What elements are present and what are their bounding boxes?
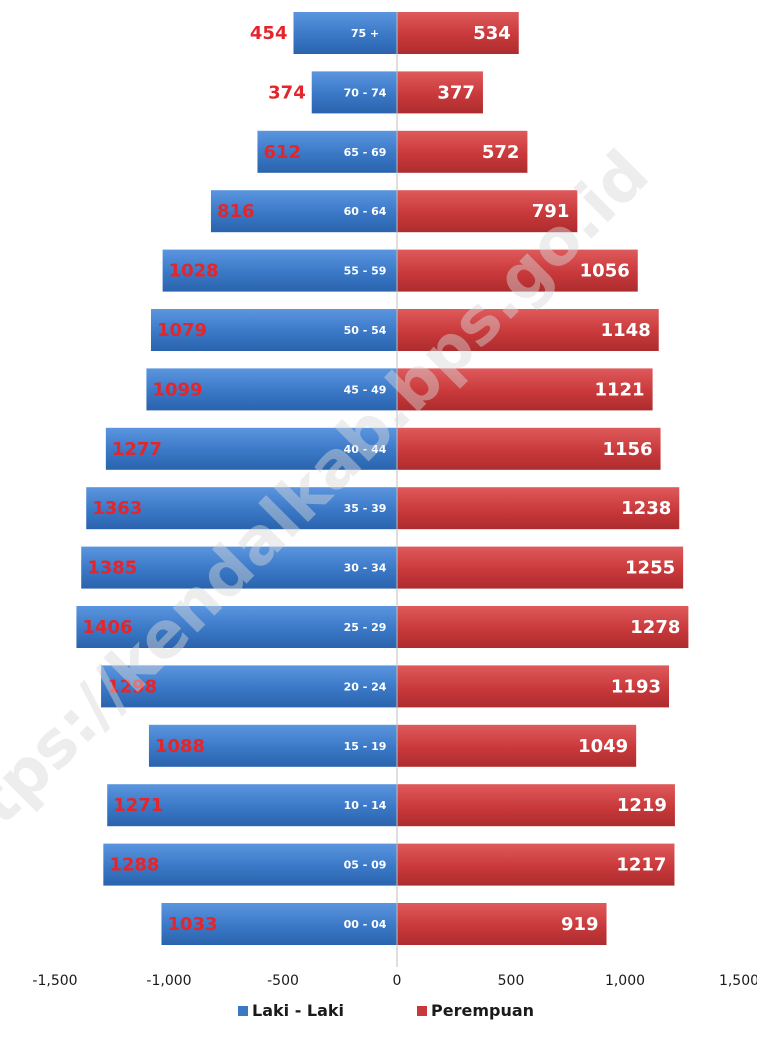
female-value-label-14: 1217: [616, 855, 666, 876]
female-value-label-13: 1219: [617, 795, 667, 816]
age-group-label-12: 15 - 19: [344, 740, 387, 753]
age-group-label-4: 55 - 59: [344, 265, 387, 278]
female-value-label-11: 1193: [611, 676, 661, 697]
bar-male-14: [103, 843, 397, 886]
male-value-label-4: 1028: [169, 261, 219, 282]
male-value-label-15: 1033: [167, 914, 217, 935]
bar-female-0: [397, 12, 519, 54]
bar-male-9: [81, 546, 397, 589]
bar-female-14: [397, 843, 675, 886]
age-group-label-13: 10 - 14: [344, 799, 387, 812]
bar-female-2: [397, 130, 528, 173]
legend-swatch-female: [417, 1006, 427, 1016]
female-value-label-7: 1156: [602, 439, 652, 460]
bar-male-0: [293, 12, 397, 54]
male-value-label-7: 1277: [112, 439, 162, 460]
female-value-label-1: 377: [437, 82, 475, 103]
female-value-label-0: 534: [473, 23, 511, 44]
age-group-label-8: 35 - 39: [344, 502, 387, 515]
bar-female-1: [397, 71, 483, 114]
x-tick-label-2: -500: [267, 973, 299, 989]
bar-female-9: [397, 546, 684, 589]
bar-female-13: [397, 784, 675, 827]
male-value-label-10: 1406: [82, 617, 132, 638]
bar-male-3: [210, 190, 397, 233]
bar-male-2: [257, 130, 397, 173]
female-value-label-15: 919: [561, 914, 599, 935]
legend: Laki - Laki Perempuan: [238, 1001, 534, 1020]
bar-female-3: [397, 190, 578, 233]
male-value-label-8: 1363: [92, 498, 142, 519]
male-value-label-12: 1088: [155, 736, 205, 757]
age-group-label-6: 45 - 49: [344, 383, 387, 396]
age-group-label-9: 30 - 34: [344, 562, 387, 575]
bar-female-7: [397, 427, 661, 470]
x-tick-label-5: 1,000: [605, 973, 645, 989]
bar-male-4: [162, 249, 397, 292]
bar-female-5: [397, 309, 659, 351]
age-group-label-1: 70 - 74: [344, 86, 387, 99]
bar-female-15: [397, 903, 607, 945]
bars-layer: [76, 12, 689, 945]
male-value-label-9: 1385: [87, 558, 137, 579]
age-group-label-15: 00 - 04: [344, 918, 387, 931]
male-value-label-14: 1288: [109, 855, 159, 876]
bar-male-8: [86, 487, 398, 530]
x-axis: -1,500 -1,000 -500 0 500 1,000 1,500: [32, 12, 757, 989]
x-tick-label-6: 1,500: [719, 973, 757, 989]
age-group-label-11: 20 - 24: [344, 680, 387, 693]
bar-female-6: [397, 368, 653, 411]
male-value-label-13: 1271: [113, 795, 163, 816]
male-value-label-3: 816: [217, 201, 255, 222]
bar-male-5: [150, 309, 397, 351]
age-group-label-0: 75 +: [351, 27, 379, 40]
x-tick-label-1: -1,000: [146, 973, 191, 989]
female-value-label-6: 1121: [594, 379, 644, 400]
legend-label-female: Perempuan: [431, 1001, 534, 1020]
bar-male-13: [107, 784, 397, 827]
male-value-label-11: 1298: [107, 676, 157, 697]
bar-male-6: [146, 368, 397, 411]
bar-female-8: [397, 487, 680, 530]
female-value-label-9: 1255: [625, 558, 675, 579]
male-value-label-2: 612: [263, 142, 301, 163]
age-group-label-14: 05 - 09: [344, 859, 387, 872]
x-tick-label-3: 0: [393, 973, 402, 989]
age-group-label-10: 25 - 29: [344, 621, 387, 634]
bar-female-10: [397, 606, 689, 648]
age-group-label-7: 40 - 44: [344, 443, 387, 456]
age-group-label-5: 50 - 54: [344, 324, 387, 337]
x-tick-label-4: 500: [498, 973, 525, 989]
bar-male-11: [101, 665, 397, 708]
female-value-label-12: 1049: [578, 736, 628, 757]
legend-swatch-male: [238, 1006, 248, 1016]
age-group-label-3: 60 - 64: [344, 205, 387, 218]
male-value-label-5: 1079: [157, 320, 207, 341]
female-value-label-3: 791: [532, 201, 570, 222]
male-value-label-1: 374: [268, 82, 306, 103]
female-value-label-2: 572: [482, 142, 520, 163]
legend-label-male: Laki - Laki: [252, 1001, 344, 1020]
bar-female-4: [397, 249, 638, 292]
bar-male-12: [148, 724, 397, 767]
female-value-label-10: 1278: [630, 617, 680, 638]
labels-layer: 75 + 454 534 70 - 74 374 377 65 - 69 612 572 60 -…: [82, 23, 680, 935]
bar-female-11: [397, 665, 670, 708]
male-value-label-6: 1099: [152, 379, 202, 400]
female-value-label-4: 1056: [580, 261, 630, 282]
bar-male-10: [76, 606, 397, 648]
age-group-label-2: 65 - 69: [344, 146, 387, 159]
bar-male-15: [161, 903, 397, 945]
bar-male-1: [311, 71, 397, 114]
male-value-label-0: 454: [250, 23, 288, 44]
x-tick-label-0: -1,500: [32, 973, 77, 989]
bar-male-7: [105, 427, 398, 470]
bar-female-12: [397, 724, 637, 767]
female-value-label-8: 1238: [621, 498, 671, 519]
female-value-label-5: 1148: [601, 320, 651, 341]
